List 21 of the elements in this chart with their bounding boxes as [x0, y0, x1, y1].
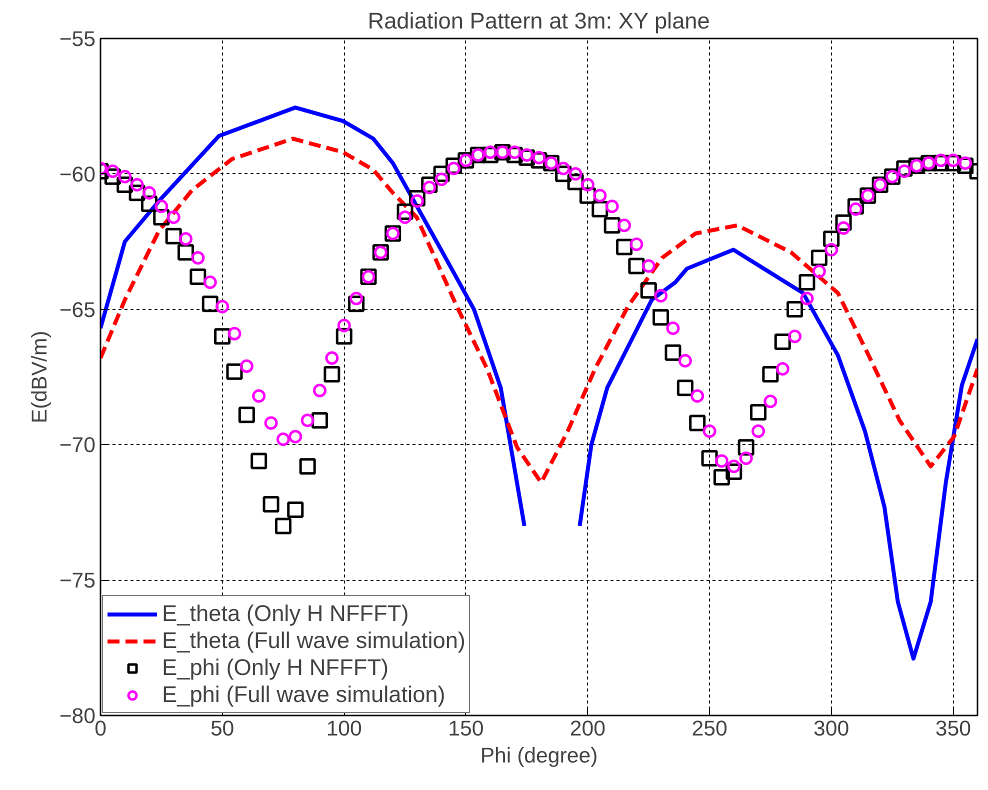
y-tick-label: −60 — [59, 162, 96, 186]
x-tick-label: 200 — [570, 716, 606, 740]
y-tick-label: −70 — [59, 433, 96, 458]
x-tick-label: 300 — [814, 716, 850, 740]
y-tick-label: −55 — [59, 27, 96, 51]
x-tick-label: 150 — [448, 716, 484, 740]
legend-label: E_theta (Only H NFFFT) — [162, 600, 409, 627]
y-tick-label: −65 — [59, 298, 96, 322]
legend-label: E_phi (Full wave simulation) — [162, 681, 446, 708]
x-tick-label: 350 — [935, 716, 972, 740]
x-tick-label: 0 — [94, 716, 107, 740]
x-tick-label: 100 — [326, 716, 362, 740]
y-tick-label: −80 — [59, 704, 96, 728]
y-axis-title: E(dBV/m) — [27, 330, 52, 424]
legend-label: E_phi (Only H NFFFT) — [162, 654, 389, 681]
y-tick-label: −75 — [59, 568, 96, 593]
x-axis-title: Phi (degree) — [480, 744, 598, 768]
legend-label: E_theta (Full wave simulation) — [162, 627, 466, 654]
chart-title: Radiation Pattern at 3m: XY plane — [368, 8, 710, 34]
x-tick-label: 50 — [210, 716, 234, 740]
x-tick-label: 250 — [692, 716, 728, 740]
